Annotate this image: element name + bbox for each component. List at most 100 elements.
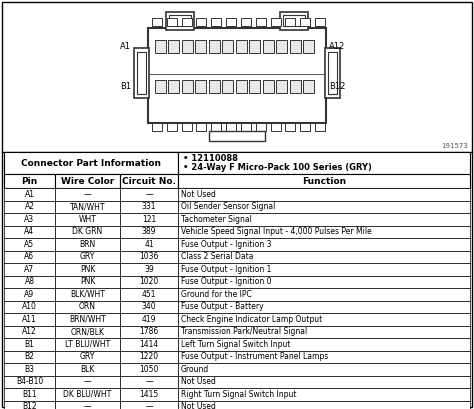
Bar <box>280 12 308 30</box>
Bar <box>120 301 178 313</box>
Text: 1220: 1220 <box>139 352 159 361</box>
Bar <box>4 338 55 351</box>
Bar <box>55 288 120 301</box>
Text: —: — <box>145 190 153 199</box>
Text: 121: 121 <box>142 215 156 224</box>
Text: Left Turn Signal Switch Input: Left Turn Signal Switch Input <box>181 340 291 349</box>
Bar <box>120 388 178 400</box>
Bar <box>120 200 178 213</box>
Bar <box>209 80 220 93</box>
Bar <box>178 238 470 250</box>
Text: A2: A2 <box>25 202 35 211</box>
Bar <box>256 123 266 131</box>
Bar <box>241 18 251 26</box>
Bar <box>55 263 120 276</box>
Text: 340: 340 <box>142 302 156 311</box>
Bar <box>178 152 470 174</box>
Bar <box>55 276 120 288</box>
Bar <box>4 400 55 409</box>
Text: Fuse Output - Ignition 1: Fuse Output - Ignition 1 <box>181 265 272 274</box>
Bar <box>209 131 265 141</box>
Text: 1036: 1036 <box>139 252 159 261</box>
Bar <box>178 276 470 288</box>
Bar <box>155 80 166 93</box>
Bar <box>263 40 274 53</box>
Text: —: — <box>145 377 153 386</box>
Bar <box>134 48 149 98</box>
Bar <box>120 400 178 409</box>
Bar <box>178 301 470 313</box>
Bar <box>178 174 470 188</box>
Bar <box>182 18 191 26</box>
Bar <box>55 363 120 375</box>
Bar <box>168 80 180 93</box>
Bar <box>120 375 178 388</box>
Text: A3: A3 <box>25 215 35 224</box>
Bar <box>276 80 288 93</box>
Text: Not Used: Not Used <box>181 402 216 409</box>
Bar <box>55 250 120 263</box>
Text: GRY: GRY <box>80 352 95 361</box>
Text: A6: A6 <box>25 252 35 261</box>
Text: B12: B12 <box>329 82 346 91</box>
Text: B1: B1 <box>120 82 131 91</box>
Bar <box>167 123 177 131</box>
Bar <box>120 188 178 200</box>
Text: A12: A12 <box>22 327 37 336</box>
Bar <box>290 40 301 53</box>
Text: Wire Color: Wire Color <box>61 177 114 186</box>
Bar <box>55 301 120 313</box>
Text: ORN/BLK: ORN/BLK <box>71 327 104 336</box>
Bar <box>197 123 207 131</box>
Text: 191573: 191573 <box>441 143 468 149</box>
Bar <box>285 123 295 131</box>
Text: B2: B2 <box>25 352 35 361</box>
Bar <box>209 40 220 53</box>
Text: A8: A8 <box>25 277 35 286</box>
Bar <box>178 400 470 409</box>
Bar <box>178 388 470 400</box>
Text: A7: A7 <box>25 265 35 274</box>
Text: Connector Part Information: Connector Part Information <box>21 159 161 168</box>
Bar <box>315 18 325 26</box>
Text: —: — <box>84 402 91 409</box>
Text: 39: 39 <box>144 265 154 274</box>
Bar <box>211 18 221 26</box>
Bar <box>256 18 266 26</box>
Bar <box>4 238 55 250</box>
Text: A5: A5 <box>25 240 35 249</box>
Text: 1020: 1020 <box>139 277 159 286</box>
Bar <box>120 351 178 363</box>
Bar <box>301 18 310 26</box>
Text: WHT: WHT <box>79 215 96 224</box>
Bar <box>4 225 55 238</box>
Text: BLK: BLK <box>80 365 95 374</box>
Text: • 24-Way F Micro-Pack 100 Series (GRY): • 24-Way F Micro-Pack 100 Series (GRY) <box>183 163 372 172</box>
Bar <box>249 80 261 93</box>
Bar <box>178 250 470 263</box>
Text: BLK/WHT: BLK/WHT <box>70 290 105 299</box>
Text: 41: 41 <box>144 240 154 249</box>
Bar <box>249 40 261 53</box>
Text: B4-B10: B4-B10 <box>16 377 43 386</box>
Bar <box>236 80 247 93</box>
Bar <box>182 80 193 93</box>
Bar <box>315 123 325 131</box>
Text: Fuse Output - Instrument Panel Lamps: Fuse Output - Instrument Panel Lamps <box>181 352 328 361</box>
Text: —: — <box>84 190 91 199</box>
Bar <box>155 40 166 53</box>
Bar <box>137 52 146 94</box>
Text: ORN: ORN <box>79 302 96 311</box>
Text: BRN: BRN <box>79 240 96 249</box>
Text: Not Used: Not Used <box>181 377 216 386</box>
Bar <box>55 213 120 225</box>
Bar <box>182 123 191 131</box>
Bar <box>148 28 326 123</box>
Text: Circuit No.: Circuit No. <box>122 177 176 186</box>
Bar <box>4 351 55 363</box>
Text: B3: B3 <box>25 365 35 374</box>
Bar <box>178 313 470 326</box>
Bar <box>178 338 470 351</box>
Bar <box>167 18 177 26</box>
Text: 389: 389 <box>142 227 156 236</box>
